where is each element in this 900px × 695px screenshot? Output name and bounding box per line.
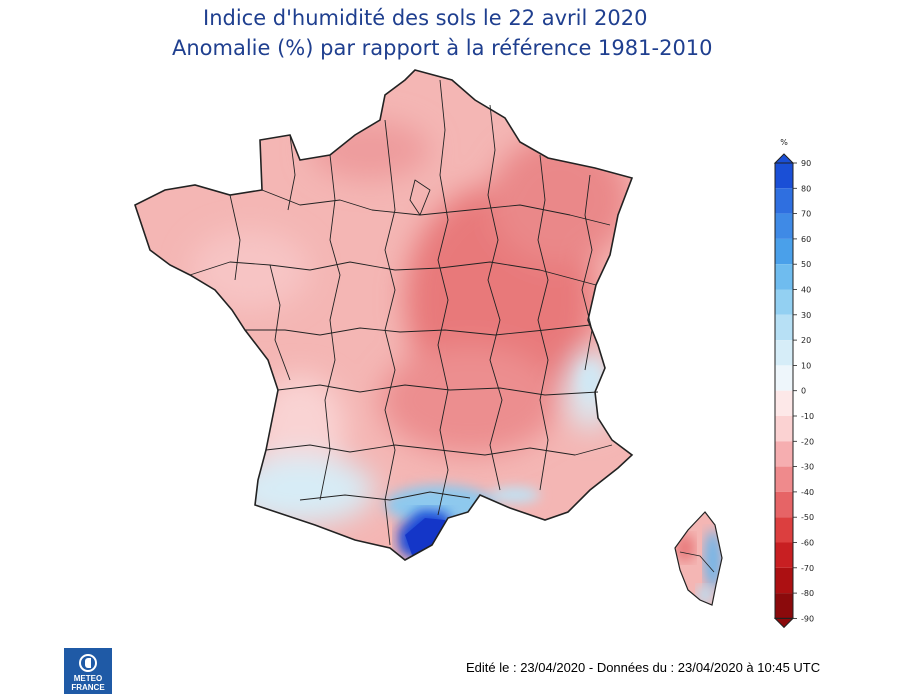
logo-line2: FRANCE (71, 683, 105, 692)
legend-swatch (775, 466, 793, 492)
legend-tick-label: 10 (801, 361, 811, 370)
legend-swatch (775, 314, 793, 341)
legend-swatch (775, 542, 793, 568)
france-mainland (135, 70, 632, 560)
legend-tick-label: 50 (801, 260, 811, 269)
legend-tick-label: 20 (801, 336, 811, 345)
logo-icon (79, 654, 97, 672)
legend-tick-label: -90 (801, 614, 814, 623)
legend-swatch (775, 517, 793, 543)
legend-tick-label: -80 (801, 589, 814, 598)
map-subtitle: Anomalie (%) par rapport à la référence … (172, 36, 713, 60)
legend-tick-label: -30 (801, 463, 814, 472)
legend-tick-label: -50 (801, 513, 814, 522)
legend-swatch (775, 491, 793, 518)
legend-tick-label: -40 (801, 488, 814, 497)
legend-swatch (775, 264, 793, 290)
legend-swatch (775, 365, 793, 391)
legend-tick-label: 80 (801, 184, 811, 193)
legend-swatch (775, 238, 793, 265)
corsica-outline (674, 511, 723, 606)
map-title: Indice d'humidité des sols le 22 avril 2… (203, 6, 648, 30)
legend-swatch (775, 441, 793, 467)
legend-tick-label: -10 (801, 412, 814, 421)
legend-tick-label: 30 (801, 311, 811, 320)
department-borders (189, 79, 613, 546)
legend-tick-label: 60 (801, 235, 811, 244)
legend-swatch (775, 163, 793, 189)
legend-arrow-bottom (773, 617, 795, 629)
legend-tick-label: 70 (801, 210, 811, 219)
legend-tick-label: 90 (801, 159, 811, 168)
logo-line1: METEO (73, 674, 103, 683)
edit-info: Edité le : 23/04/2020 - Données du : 23/… (466, 660, 821, 675)
legend-arrow-top (773, 153, 795, 164)
legend-swatch (775, 340, 793, 366)
legend-swatch (775, 213, 793, 239)
color-legend: % 90 80 70 60 50 40 30 20 10 0 -10 -20 -30 -40 -50 -60 -7… (773, 138, 814, 629)
legend-swatch (775, 289, 793, 315)
legend-tick-label: -60 (801, 539, 814, 548)
legend-swatch (775, 567, 793, 594)
legend-swatch (775, 188, 793, 214)
legend-tick-label: 0 (801, 387, 806, 396)
legend-tick-label: -70 (801, 564, 814, 573)
legend-swatch (775, 390, 793, 416)
legend-tick-label: 40 (801, 286, 811, 295)
legend-swatch (775, 416, 793, 442)
corsica (675, 512, 722, 605)
france-outline (134, 69, 634, 561)
meteo-france-logo: METEO FRANCE (64, 648, 112, 694)
legend-swatch (775, 593, 793, 619)
legend-unit: % (780, 138, 788, 147)
legend-tick-label: -20 (801, 437, 814, 446)
